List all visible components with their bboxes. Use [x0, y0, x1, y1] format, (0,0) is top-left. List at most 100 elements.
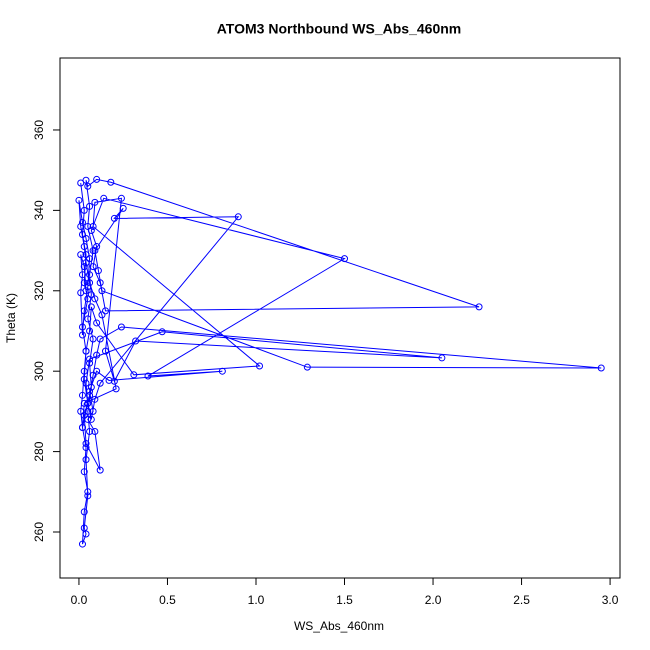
data-point: [80, 367, 88, 375]
data-point: [84, 415, 92, 423]
data-point: [84, 399, 92, 407]
data-point: [77, 251, 85, 259]
data-point: [82, 347, 90, 355]
data-point: [80, 508, 88, 516]
data-point: [78, 271, 86, 279]
data-point: [93, 243, 101, 251]
data-point: [84, 222, 92, 230]
data-point: [80, 307, 88, 315]
data-point: [80, 524, 88, 532]
data-point: [87, 383, 95, 391]
data-point: [96, 379, 104, 387]
data-point: [218, 367, 226, 375]
data-point: [86, 202, 94, 210]
data-point: [158, 328, 166, 336]
data-point: [86, 271, 94, 279]
data-point: [78, 540, 86, 548]
data-point: [82, 379, 90, 387]
data-point: [80, 206, 88, 214]
y-tick-label: 340: [32, 200, 46, 220]
y-axis-title: Theta (K): [4, 293, 18, 343]
data-point: [84, 182, 92, 190]
data-point: [112, 385, 120, 393]
x-tick-label: 0.0: [71, 593, 88, 607]
data-point: [84, 315, 92, 323]
data-point: [84, 492, 92, 500]
data-point: [86, 255, 94, 263]
data-point: [82, 530, 90, 538]
data-point: [110, 214, 118, 222]
x-tick-label: 3.0: [602, 593, 619, 607]
data-point: [107, 178, 115, 186]
data-point: [78, 331, 86, 339]
data-point: [93, 319, 101, 327]
data-point: [78, 230, 86, 238]
data-point: [84, 488, 92, 496]
data-point: [93, 351, 101, 359]
data-point: [86, 359, 94, 367]
data-point: [82, 235, 90, 243]
data-point: [96, 466, 104, 474]
data-point: [87, 291, 95, 299]
chart-title: ATOM3 Northbound WS_Abs_460nm: [217, 21, 462, 37]
x-tick-label: 0.5: [159, 593, 176, 607]
data-point: [98, 287, 106, 295]
data-point: [98, 311, 106, 319]
data-point: [110, 377, 118, 385]
data-point: [77, 179, 85, 187]
data-point: [89, 371, 97, 379]
y-tick-label: 260: [32, 522, 46, 542]
data-point: [91, 395, 99, 403]
data-point: [82, 251, 90, 259]
data-point: [80, 399, 88, 407]
data-point: [80, 468, 88, 476]
data-point: [86, 387, 94, 395]
data-point: [96, 335, 104, 343]
y-tick-label: 300: [32, 361, 46, 381]
data-point: [84, 283, 92, 291]
data-point: [94, 267, 102, 275]
data-point: [102, 347, 110, 355]
data-point: [77, 407, 85, 415]
data-point: [119, 204, 127, 212]
data-point: [78, 423, 86, 431]
y-tick-label: 320: [32, 280, 46, 300]
data-point: [102, 307, 110, 315]
data-point: [130, 371, 138, 379]
data-point: [89, 335, 97, 343]
data-point: [100, 194, 108, 202]
data-point: [80, 279, 88, 287]
data-point: [93, 175, 101, 183]
x-tick-label: 2.5: [513, 593, 530, 607]
data-point: [82, 287, 90, 295]
x-tick-label: 2.0: [425, 593, 442, 607]
data-point: [96, 279, 104, 287]
data-point: [91, 427, 99, 435]
data-point: [86, 427, 94, 435]
y-tick-label: 280: [32, 441, 46, 461]
data-point: [89, 263, 97, 271]
data-point: [438, 354, 446, 362]
data-point: [84, 407, 92, 415]
data-point: [91, 295, 99, 303]
data-point: [86, 355, 94, 363]
data-point: [86, 279, 94, 287]
data-point: [84, 295, 92, 303]
data-point: [77, 222, 85, 230]
data-point: [89, 407, 97, 415]
data-point: [597, 364, 605, 372]
data-point: [86, 391, 94, 399]
data-point: [82, 440, 90, 448]
data-point: [78, 323, 86, 331]
data-point: [93, 367, 101, 375]
data-point: [80, 411, 88, 419]
data-point: [117, 323, 125, 331]
plot-frame: [59, 57, 621, 579]
data-point: [86, 327, 94, 335]
data-point: [87, 415, 95, 423]
data-point: [91, 198, 99, 206]
x-tick-label: 1.0: [248, 593, 265, 607]
x-axis-title: WS_Abs_460nm: [294, 619, 384, 633]
data-point: [80, 263, 88, 271]
